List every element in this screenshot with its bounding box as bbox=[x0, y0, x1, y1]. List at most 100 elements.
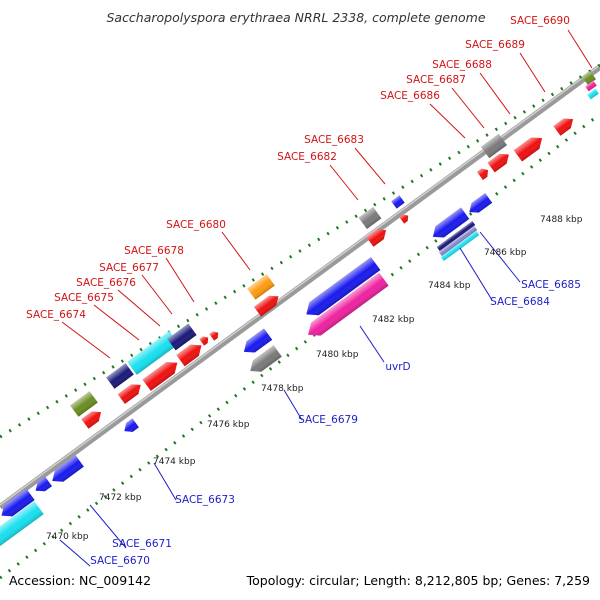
gene-label[interactable]: SACE_6674 bbox=[26, 309, 86, 321]
gene-label[interactable]: SACE_6673 bbox=[175, 494, 235, 506]
gene-block[interactable] bbox=[209, 329, 220, 341]
gene-label[interactable]: SACE_6685 bbox=[521, 279, 581, 291]
gene-block-shading bbox=[0, 501, 44, 551]
scale-labels: 7470 kbp 7472 kbp 7474 kbp 7476 kbp 7478… bbox=[46, 215, 583, 542]
scale-label: 7472 kbp bbox=[99, 493, 142, 503]
gene-block[interactable] bbox=[117, 380, 144, 404]
gene-label[interactable]: SACE_6679 bbox=[298, 414, 358, 426]
leader-line bbox=[429, 103, 466, 139]
gene-block[interactable] bbox=[487, 150, 513, 173]
gene-label[interactable]: uvrD bbox=[385, 361, 410, 373]
gene-label[interactable]: SACE_6688 bbox=[432, 59, 492, 71]
gene-block-shading bbox=[1, 488, 35, 517]
gene-block-shading bbox=[106, 363, 134, 389]
gene-block[interactable] bbox=[199, 334, 210, 346]
gene-block[interactable] bbox=[32, 476, 52, 495]
gene-label[interactable]: SACE_6683 bbox=[304, 134, 364, 146]
gene-block[interactable] bbox=[391, 195, 405, 209]
scale-label: 7480 kbp bbox=[316, 350, 359, 360]
scale-label: 7470 kbp bbox=[46, 532, 89, 542]
leader-line bbox=[59, 539, 91, 567]
gene-block-shading bbox=[176, 344, 202, 367]
gene-label[interactable]: SACE_6677 bbox=[99, 262, 159, 274]
gene-label[interactable]: SACE_6680 bbox=[166, 219, 226, 231]
accession-label: Accession: NC_009142 bbox=[9, 573, 151, 588]
forward-gene-labels: SACE_6674 SACE_6675 SACE_6676 SACE_6677 … bbox=[26, 15, 570, 321]
gene-block[interactable] bbox=[477, 166, 491, 180]
gene-block[interactable] bbox=[587, 88, 599, 100]
gene-label[interactable]: SACE_6678 bbox=[124, 245, 184, 257]
gene-label[interactable]: SACE_6676 bbox=[76, 277, 136, 289]
gene-block-shading bbox=[438, 225, 478, 257]
gene-label[interactable]: SACE_6675 bbox=[54, 292, 114, 304]
scale-label: 7488 kbp bbox=[540, 215, 583, 225]
gene-block[interactable] bbox=[366, 225, 389, 247]
gene-label[interactable]: SACE_6671 bbox=[112, 538, 172, 550]
gene-block-shading bbox=[142, 362, 178, 391]
map-title: Saccharopolyspora erythraea NRRL 2338, c… bbox=[106, 10, 485, 25]
scale-label: 7486 kbp bbox=[484, 248, 527, 258]
gene-block[interactable] bbox=[302, 257, 381, 321]
gene-block[interactable] bbox=[358, 207, 382, 229]
gene-block[interactable] bbox=[246, 345, 282, 376]
scale-label: 7474 kbp bbox=[153, 457, 196, 467]
gene-block[interactable] bbox=[440, 230, 480, 262]
gene-block[interactable] bbox=[106, 363, 134, 389]
scale-label: 7484 kbp bbox=[428, 281, 471, 291]
gene-block-shading bbox=[253, 295, 279, 317]
gene-label[interactable]: SACE_6686 bbox=[380, 90, 440, 102]
gene-block[interactable] bbox=[81, 407, 104, 429]
gene-block[interactable] bbox=[253, 291, 282, 317]
gene-block[interactable] bbox=[127, 331, 179, 375]
gene-block[interactable] bbox=[466, 193, 493, 217]
leader-line bbox=[61, 321, 111, 359]
gene-block-shading bbox=[167, 323, 197, 351]
gene-block[interactable] bbox=[142, 357, 182, 391]
gene-block-shading bbox=[487, 153, 509, 173]
gene-block[interactable] bbox=[48, 455, 84, 486]
gene-block[interactable] bbox=[176, 340, 205, 367]
gene-block-shading bbox=[124, 418, 139, 432]
gene-block-shading bbox=[70, 391, 98, 417]
gene-block-shading bbox=[432, 207, 470, 238]
gene-block-shading bbox=[513, 137, 543, 162]
gene-block[interactable] bbox=[513, 132, 546, 162]
gene-features bbox=[0, 71, 599, 551]
gene-block[interactable] bbox=[553, 114, 576, 136]
gene-block[interactable] bbox=[121, 418, 139, 435]
gene-block[interactable] bbox=[438, 225, 478, 257]
gene-label[interactable]: SACE_6687 bbox=[406, 74, 466, 86]
gene-block[interactable] bbox=[0, 501, 44, 551]
gene-label[interactable]: SACE_6684 bbox=[490, 296, 550, 308]
leader-line bbox=[459, 247, 493, 301]
gene-block[interactable] bbox=[303, 272, 389, 341]
gene-block[interactable] bbox=[480, 133, 508, 159]
gene-block[interactable] bbox=[436, 220, 476, 252]
gene-block[interactable] bbox=[399, 212, 410, 224]
gene-block[interactable] bbox=[240, 328, 273, 357]
gene-block[interactable] bbox=[0, 488, 35, 522]
gene-block-shading bbox=[440, 230, 480, 262]
gene-block[interactable] bbox=[167, 323, 197, 351]
gene-label[interactable]: SACE_6682 bbox=[277, 151, 337, 163]
gene-block-shading bbox=[243, 328, 273, 353]
gene-block-shading bbox=[553, 118, 574, 136]
leader-line bbox=[479, 72, 511, 115]
gene-block[interactable] bbox=[585, 80, 597, 92]
scale-label: 7478 kbp bbox=[261, 384, 304, 394]
gene-block-shading bbox=[306, 257, 381, 316]
gene-block-shading bbox=[399, 214, 409, 224]
leader-line bbox=[141, 274, 173, 315]
gene-label[interactable]: SACE_6690 bbox=[510, 15, 570, 27]
leader-line bbox=[93, 304, 140, 341]
gene-block[interactable] bbox=[429, 207, 470, 243]
gene-block[interactable] bbox=[247, 274, 275, 300]
gene-label[interactable]: SACE_6670 bbox=[90, 555, 150, 567]
gene-block[interactable] bbox=[70, 391, 98, 417]
gene-label[interactable]: SACE_6689 bbox=[465, 39, 525, 51]
leader-line bbox=[519, 52, 546, 93]
leader-line bbox=[117, 289, 161, 327]
gene-block-shading bbox=[247, 274, 275, 300]
gene-block-shading bbox=[81, 411, 102, 429]
